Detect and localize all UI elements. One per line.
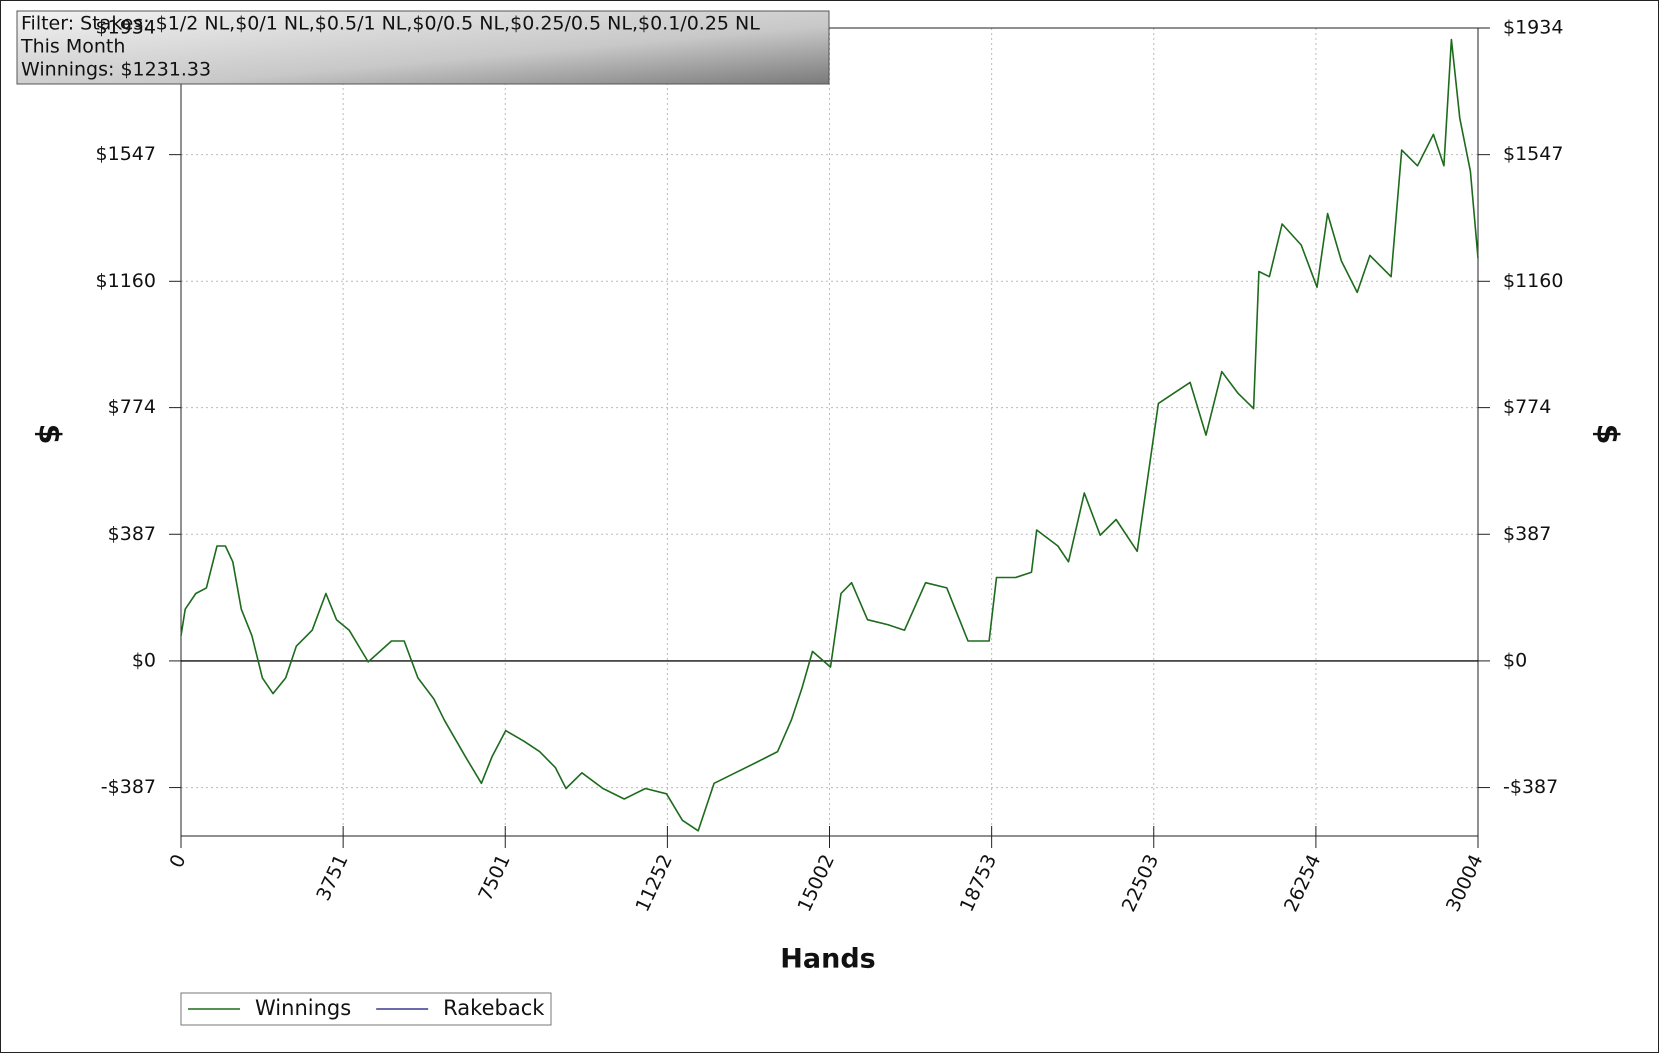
y2-tick-label: -$387 [1503,776,1558,798]
x-axis-title: Hands [780,944,875,975]
y-tick-label: $1547 [96,143,156,165]
legend-box [180,992,552,1026]
legend-label: Rakeback [443,996,545,1020]
y2-tick-label: $1160 [1503,270,1563,292]
series-line [180,38,1479,832]
y2-tick-label: $387 [1503,523,1551,545]
y-tick-label: $387 [108,523,156,545]
summary-text: Winnings: $1231.33 [21,59,211,81]
y-tick-label: $774 [108,396,156,418]
y2-tick-label: $1547 [1503,143,1563,165]
y-axis-title: $ [32,424,67,445]
y-tick-label: -$387 [101,776,156,798]
plot-layer [169,27,1490,848]
y-tick-label: $1160 [96,270,156,292]
y2-tick-label: $1934 [1503,17,1563,39]
filter-box [16,10,830,85]
y-tick-label: $1934 [96,17,156,39]
y-tick-label: $0 [132,649,156,671]
y2-tick-label: $0 [1503,649,1527,671]
filter-text: Filter: Stakes: $1/2 NL,$0/1 NL,$0.5/1 N… [21,13,760,35]
y2-tick-label: $774 [1503,396,1551,418]
legend-label: Winnings [255,996,351,1020]
y2-axis-title: $ [1590,424,1625,445]
period-text: This Month [20,36,125,58]
